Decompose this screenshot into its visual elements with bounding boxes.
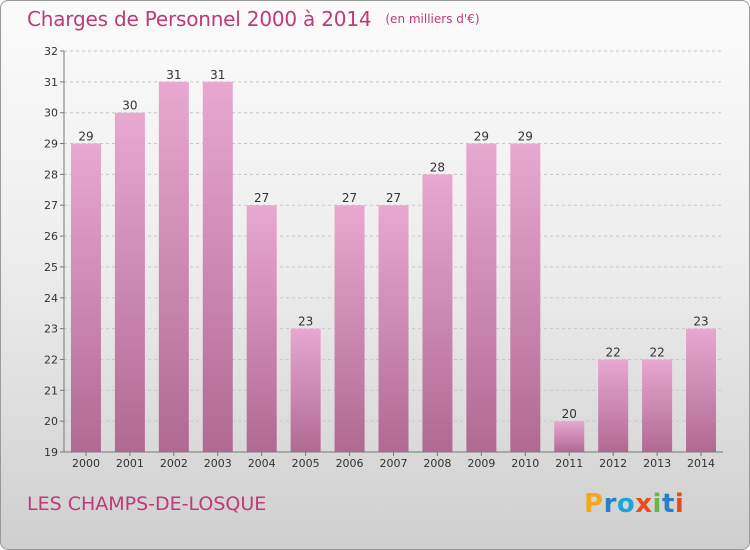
- bar: [290, 328, 321, 452]
- bar: [334, 205, 365, 452]
- x-tick-label: 2000: [72, 457, 100, 470]
- bar: [246, 205, 277, 452]
- y-tick-label: 30: [44, 107, 58, 120]
- data-label: 29: [518, 130, 533, 144]
- data-label: 27: [254, 191, 269, 205]
- x-tick-label: 2002: [160, 457, 188, 470]
- bars: [70, 81, 717, 453]
- bar: [510, 143, 541, 453]
- commune-name: LES CHAMPS-DE-LOSQUE: [27, 493, 267, 515]
- chart-title: Charges de Personnel 2000 à 2014: [27, 7, 372, 31]
- bar: [466, 143, 497, 453]
- logo-letter: P: [584, 489, 604, 519]
- bar: [202, 81, 233, 452]
- bar: [114, 112, 145, 452]
- data-label: 29: [78, 130, 93, 144]
- data-label: 20: [562, 407, 577, 421]
- bar: [378, 205, 409, 452]
- bar: [598, 359, 629, 452]
- y-tick-label: 24: [44, 292, 58, 305]
- axes: [60, 50, 723, 456]
- logo-letter: i: [674, 489, 685, 519]
- bar: [642, 359, 673, 452]
- y-tick-label: 25: [44, 261, 58, 274]
- x-tick-label: 2001: [116, 457, 144, 470]
- x-tick-label: 2011: [555, 457, 583, 470]
- logo-letter: x: [635, 489, 653, 519]
- data-label: 23: [693, 315, 708, 329]
- data-label: 27: [386, 191, 401, 205]
- bar: [158, 81, 189, 452]
- data-label: 28: [430, 160, 445, 174]
- chart-subtitle: (en milliers d'€): [385, 12, 480, 26]
- y-tick-label: 26: [44, 230, 58, 243]
- data-label: 23: [298, 315, 313, 329]
- title-row: Charges de Personnel 2000 à 2014 (en mill…: [27, 7, 480, 31]
- y-tick-label: 20: [44, 415, 58, 428]
- x-tick-label: 2014: [687, 457, 715, 470]
- x-tick-label: 2007: [380, 457, 408, 470]
- data-label: 31: [210, 68, 225, 82]
- x-tick-label: 2008: [423, 457, 451, 470]
- y-tick-label: 32: [44, 45, 58, 58]
- x-tick-label: 2012: [599, 457, 627, 470]
- data-label: 22: [649, 345, 664, 359]
- logo-letter: i: [652, 489, 662, 519]
- bar: [554, 421, 585, 452]
- logo-letter: t: [661, 489, 675, 519]
- y-tick-label: 31: [44, 76, 58, 89]
- proxiti-logo: Proxiti: [584, 489, 684, 519]
- x-tick-label: 2004: [248, 457, 276, 470]
- logo-letter: r: [603, 489, 617, 519]
- data-label: 27: [342, 191, 357, 205]
- x-tick-label: 2013: [643, 457, 671, 470]
- data-label: 30: [122, 99, 137, 113]
- data-label: 22: [606, 345, 621, 359]
- x-tick-label: 2010: [511, 457, 539, 470]
- y-tick-label: 27: [44, 199, 58, 212]
- data-label: 29: [474, 130, 489, 144]
- x-tick-label: 2003: [204, 457, 232, 470]
- y-tick-label: 29: [44, 138, 58, 151]
- bar: [686, 328, 717, 452]
- x-tick-label: 2005: [292, 457, 320, 470]
- y-tick-label: 19: [44, 446, 58, 459]
- logo-letter: o: [616, 489, 636, 519]
- labels: 19 20 21 22 23 24 25 26 27 28 29 30 31 32 29 2000 30 2001…: [44, 45, 715, 470]
- y-tick-label: 22: [44, 353, 58, 366]
- x-tick-label: 2006: [336, 457, 364, 470]
- data-label: 31: [166, 68, 181, 82]
- bar: [70, 143, 101, 453]
- bar: [422, 174, 453, 452]
- x-tick-label: 2009: [467, 457, 495, 470]
- y-tick-label: 28: [44, 168, 58, 181]
- y-tick-label: 21: [44, 384, 58, 397]
- y-tick-label: 23: [44, 323, 58, 336]
